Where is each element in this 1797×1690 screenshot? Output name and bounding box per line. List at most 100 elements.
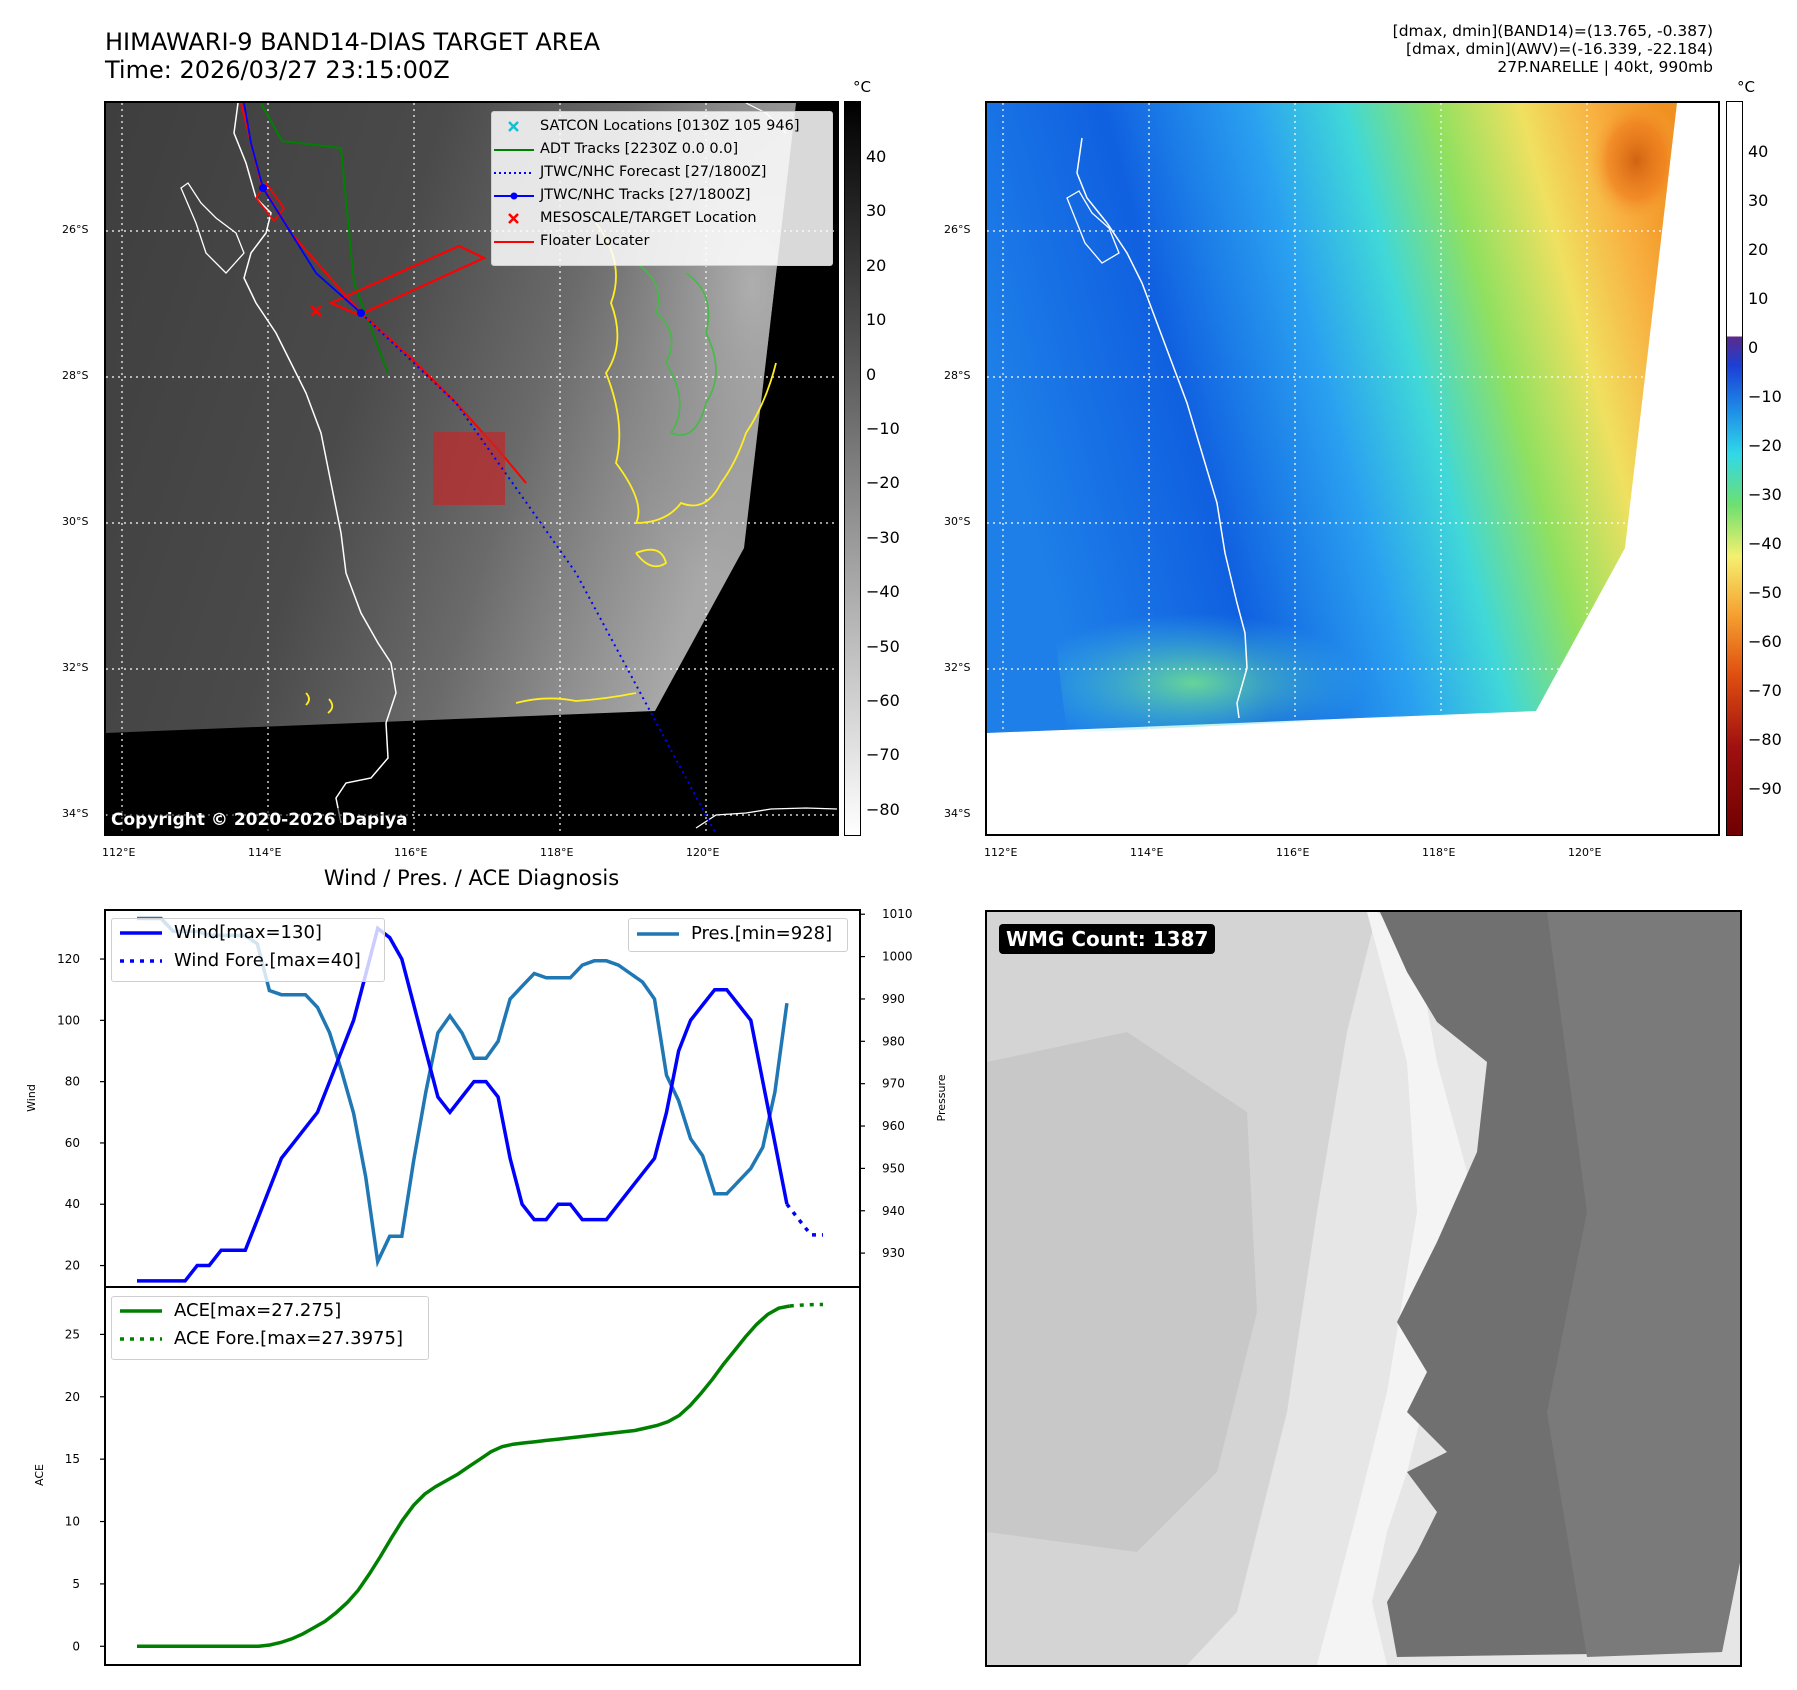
axis-tick-label: 990 — [882, 992, 905, 1006]
awv-coastline — [1076, 137, 1248, 719]
awv-map-panel — [985, 101, 1720, 836]
wind-legend: Wind[max=130] Wind Fore.[max=40] — [111, 918, 385, 982]
legend-jtwc-forecast: JTWC/NHC Forecast [27/1800Z] — [492, 161, 832, 184]
ir-coast-right — [695, 807, 837, 829]
wmg-panel: WMG Count: 1387 — [985, 910, 1742, 1667]
awv-lon-label: 118°E — [1422, 846, 1456, 859]
colorbar-tick-label: −10 — [1748, 387, 1782, 406]
awv-lat-label: 30°S — [944, 515, 971, 528]
awv-map-svg — [987, 103, 1718, 834]
legend-jtwc-track: JTWC/NHC Tracks [27/1800Z] — [492, 184, 832, 207]
colorbar-tick-label: 40 — [1748, 142, 1769, 161]
ir-lon-label: 114°E — [248, 846, 282, 859]
awv-lat-label: 34°S — [944, 807, 971, 820]
colorbar-tick-label: 30 — [866, 201, 887, 221]
ir-lon-label: 118°E — [540, 846, 574, 859]
wmg-mid-region — [987, 1032, 1257, 1552]
colorbar-tick-label: −80 — [866, 799, 900, 819]
awv-gridlines — [987, 103, 1718, 834]
awv-hot-region — [1437, 103, 1677, 423]
axis-tick-label: 80 — [65, 1075, 80, 1089]
colorbar-tick-label: −30 — [1748, 485, 1782, 504]
axis-tick-label: 20 — [65, 1259, 80, 1273]
axis-tick-label: 20 — [65, 1390, 80, 1404]
info-line-1: [dmax, dmin](BAND14)=(13.765, -0.387) — [1392, 22, 1713, 40]
axis-tick-label: 40 — [65, 1197, 80, 1211]
ace-axes — [104, 1286, 861, 1666]
legend-wind-fore: Wind Fore.[max=40] — [112, 947, 384, 975]
awv-lon-label: 116°E — [1276, 846, 1310, 859]
ir-coast-island — [180, 182, 245, 274]
ir-lat-label: 26°S — [62, 223, 89, 236]
ir-lat-label: 30°S — [62, 515, 89, 528]
ir-lon-label: 120°E — [686, 846, 720, 859]
wmg-svg — [987, 912, 1740, 1665]
axis-tick-label: 940 — [882, 1204, 905, 1218]
colorbar-tick-label: −40 — [866, 582, 900, 602]
awv-lon-label: 114°E — [1130, 846, 1164, 859]
ir-contours-yellow — [305, 222, 777, 714]
ir-lat-label: 32°S — [62, 661, 89, 674]
pres-yticks: 930 940 950 960 970 980 990 1000 1010 — [860, 907, 913, 1260]
gray-colorbar — [844, 101, 861, 836]
colorbar-tick-label: −40 — [1748, 534, 1782, 553]
wind-ylabel: Wind — [25, 1084, 38, 1112]
colorbar-tick-label: 40 — [866, 147, 887, 166]
colorbar-tick-label: −20 — [866, 473, 900, 493]
legend-ace-fore: ACE Fore.[max=27.3975] — [112, 1325, 428, 1353]
colorbar-tick-label: 20 — [1748, 240, 1769, 259]
title-line-2: Time: 2026/03/27 23:15:00Z — [105, 56, 450, 84]
ir-lon-label: 116°E — [394, 846, 428, 859]
colorbar-tick-label: 10 — [1748, 289, 1769, 308]
awv-lat-label: 26°S — [944, 223, 971, 236]
wind-forecast-series-line — [785, 1203, 823, 1237]
legend-adt: ADT Tracks [2230Z 0.0 0.0] — [492, 138, 832, 161]
awv-lon-label: 120°E — [1568, 846, 1602, 859]
legend-wind-fore-label: Wind Fore.[max=40] — [174, 950, 361, 971]
ir-lon-label: 112°E — [102, 846, 136, 859]
axis-tick-label: 930 — [882, 1246, 905, 1260]
legend-floater: Floater Locater — [492, 230, 832, 253]
colorbar-tick-label: −60 — [866, 691, 900, 710]
colorbar-tick-label: −80 — [1748, 730, 1782, 749]
awv-green-region — [1047, 533, 1536, 733]
legend-wind: Wind[max=130] — [112, 919, 384, 947]
colorbar-tick-label: −30 — [866, 527, 900, 547]
wind-yticks: 20 40 60 80 100 120 — [57, 952, 105, 1273]
legend-floater-label: Floater Locater — [540, 233, 650, 249]
axis-tick-label: 15 — [65, 1452, 80, 1466]
colorbar-tick-label: 0 — [1748, 338, 1759, 357]
colorbar-tick-label: 0 — [866, 364, 877, 384]
ir-map-legend: SATCON Locations [0130Z 105 946] ADT Tra… — [491, 111, 833, 266]
title-line-1: HIMAWARI-9 BAND14-DIAS TARGET AREA — [105, 28, 601, 56]
legend-jtwc-forecast-label: JTWC/NHC Forecast [27/1800Z] — [540, 164, 767, 180]
jtwc-track — [243, 103, 362, 314]
legend-jtwc-track-label: JTWC/NHC Tracks [27/1800Z] — [540, 187, 751, 203]
axis-tick-label: 970 — [882, 1077, 905, 1091]
colorbar-tick-label: −20 — [1748, 436, 1782, 455]
jtwc-forecast — [360, 312, 717, 834]
colorbar-tick-label: −90 — [1748, 779, 1782, 798]
colorbar-tick-label: 20 — [866, 255, 887, 275]
ace-series-line — [137, 1304, 791, 1649]
colorbar-tick-label: −50 — [1748, 583, 1782, 602]
ir-lat-label: 34°S — [62, 807, 89, 820]
ir-lat-label: 28°S — [62, 369, 89, 382]
axis-tick-label: 60 — [65, 1136, 80, 1150]
axis-tick-label: 100 — [57, 1013, 80, 1027]
legend-pres-label: Pres.[min=928] — [691, 923, 833, 944]
legend-mesoscale-label: MESOSCALE/TARGET Location — [540, 210, 757, 226]
ir-contours-green — [635, 262, 717, 436]
legend-ace-label: ACE[max=27.275] — [174, 1300, 342, 1321]
awv-lon-label: 112°E — [984, 846, 1018, 859]
colorbar-tick-label: −60 — [1748, 632, 1782, 651]
copyright-label: Copyright © 2020-2026 Dapiya — [107, 808, 412, 832]
legend-ace: ACE[max=27.275] — [112, 1297, 428, 1325]
ace-ylabel: ACE — [33, 1464, 46, 1486]
axis-tick-label: 0 — [72, 1639, 80, 1653]
legend-adt-label: ADT Tracks [2230Z 0.0 0.0] — [540, 141, 739, 157]
jtwc-track-point — [259, 184, 267, 192]
colorbar-tick-label: 10 — [866, 310, 887, 330]
axis-tick-label: 980 — [882, 1034, 905, 1048]
